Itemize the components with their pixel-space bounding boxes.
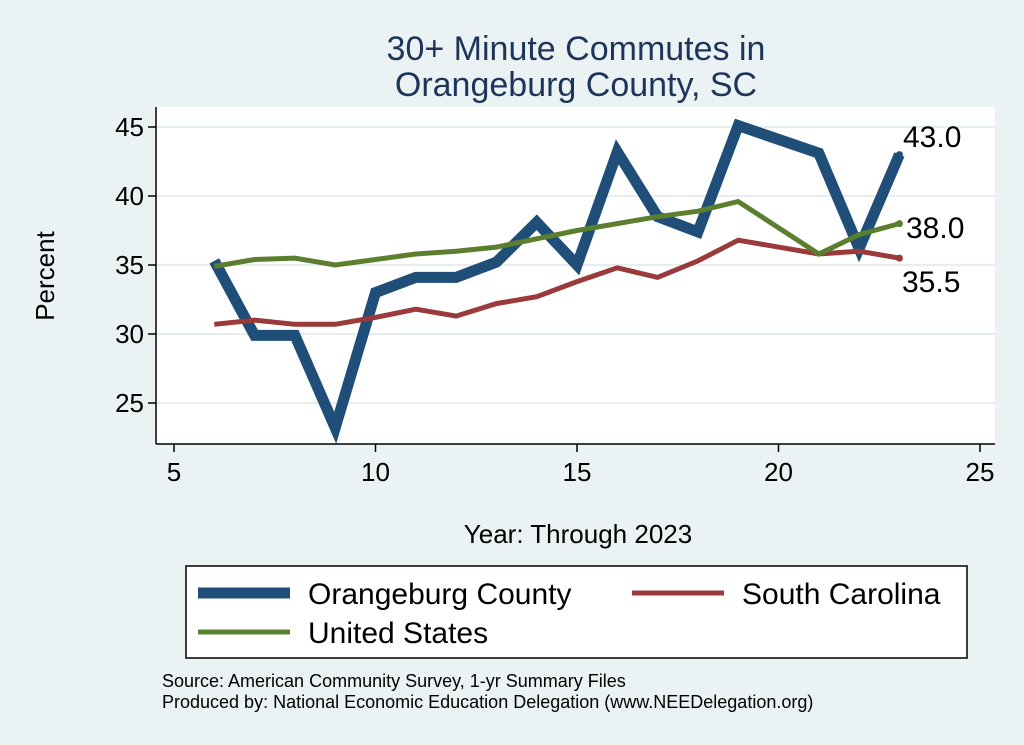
series-lines [209, 118, 905, 444]
x-tick-label-25: 25 [966, 457, 995, 487]
end-label-orangeburg: 43.0 [903, 121, 961, 154]
series-line-united-states [213, 198, 901, 269]
y-tick-label-40: 40 [115, 181, 144, 211]
plot-area [156, 107, 995, 444]
series-line-orangeburg-county [209, 118, 905, 444]
legend-label-south-carolina: South Carolina [742, 578, 941, 611]
series-endpoint-orangeburg-county [895, 151, 903, 159]
chart-title-line-2: Orangeburg County, SC [395, 66, 757, 104]
series-line-south-carolina [214, 237, 900, 327]
legend: Orangeburg County South Carolina United … [185, 565, 968, 659]
source-note: Source: American Community Survey, 1-yr … [162, 671, 626, 691]
x-axis-title: Year: Through 2023 [464, 519, 692, 549]
y-tick-label-35: 35 [115, 250, 144, 280]
series-endpoint-united-states [895, 220, 903, 228]
y-axis-title: Percent [30, 230, 60, 320]
chart-title-line-1: 30+ Minute Commutes in [387, 30, 766, 68]
produced-by-note: Produced by: National Economic Education… [162, 692, 813, 712]
series-endpoint-south-carolina [895, 254, 903, 262]
y-ticks: 25 30 35 40 45 [115, 112, 156, 418]
legend-box [185, 565, 968, 659]
y-tick-label-30: 30 [115, 319, 144, 349]
end-label-united-states: 38.0 [906, 212, 964, 245]
x-tick-label-10: 10 [361, 457, 390, 487]
x-tick-label-20: 20 [764, 457, 793, 487]
y-tick-label-25: 25 [115, 388, 144, 418]
legend-label-united-states: United States [308, 617, 488, 650]
end-label-south-carolina: 35.5 [902, 266, 960, 299]
x-tick-label-15: 15 [563, 457, 592, 487]
x-tick-label-5: 5 [167, 457, 181, 487]
y-tick-label-45: 45 [115, 112, 144, 142]
x-ticks: 5 10 15 20 25 [167, 444, 995, 487]
legend-label-orangeburg: Orangeburg County [308, 578, 572, 611]
